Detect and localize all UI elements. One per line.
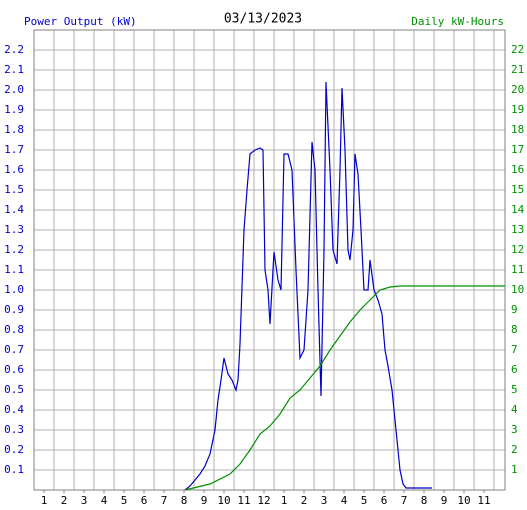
y-tick-label: 1.4: [4, 203, 24, 216]
y2-tick-label: 15: [511, 183, 524, 196]
y2-tick-label: 21: [511, 63, 524, 76]
y2-tick-label: 11: [511, 263, 524, 276]
x-tick-label: 4: [341, 494, 348, 507]
y-tick-label: 1.6: [4, 163, 24, 176]
x-tick-label: 6: [141, 494, 148, 507]
x-tick-label: 1: [41, 494, 48, 507]
x-tick-label: 6: [381, 494, 388, 507]
y-tick-label: 0.4: [4, 403, 24, 416]
y-tick-label: 1.1: [4, 263, 24, 276]
y-tick-label: 1.0: [4, 283, 24, 296]
y-tick-label: 0.9: [4, 303, 24, 316]
y-tick-label: 2.0: [4, 83, 24, 96]
data-line: [184, 81, 432, 491]
y-tick-label: 1.9: [4, 103, 24, 116]
y-tick-label: 0.7: [4, 343, 24, 356]
y2-tick-label: 20: [511, 83, 524, 96]
y-tick-label: 1.3: [4, 223, 24, 236]
x-tick-label: 3: [81, 494, 88, 507]
y2-tick-label: 9: [511, 303, 518, 316]
y2-tick-label: 13: [511, 223, 524, 236]
y2-tick-label: 10: [511, 283, 524, 296]
x-tick-label: 12: [257, 494, 270, 507]
y2-tick-label: 6: [511, 363, 518, 376]
x-tick-label: 7: [401, 494, 408, 507]
data-line: [184, 285, 505, 491]
y-tick-label: 0.6: [4, 363, 24, 376]
x-tick-label: 1: [281, 494, 288, 507]
y2-tick-label: 1: [511, 463, 518, 476]
x-tick-label: 2: [301, 494, 308, 507]
y-tick-label: 0.5: [4, 383, 24, 396]
y-tick-label: 1.8: [4, 123, 24, 136]
x-tick-label: 9: [441, 494, 448, 507]
y-tick-label: 0.8: [4, 323, 24, 336]
y2-tick-label: 19: [511, 103, 524, 116]
x-tick-label: 10: [457, 494, 470, 507]
y-tick-label: 2.1: [4, 63, 24, 76]
y2-tick-label: 7: [511, 343, 518, 356]
x-tick-label: 2: [61, 494, 68, 507]
y-axis-label: Power Output (kW): [24, 15, 137, 28]
y-tick-label: 1.5: [4, 183, 24, 196]
y2-tick-label: 5: [511, 383, 518, 396]
y2-axis-label: Daily kW-Hours: [411, 15, 504, 28]
y2-tick-label: 2: [511, 443, 518, 456]
x-tick-label: 11: [477, 494, 490, 507]
y2-tick-label: 8: [511, 323, 518, 336]
y-tick-label: 0.3: [4, 423, 24, 436]
y2-tick-label: 12: [511, 243, 524, 256]
x-tick-label: 4: [101, 494, 108, 507]
y-tick-label: 0.1: [4, 463, 24, 476]
y2-tick-label: 14: [511, 203, 525, 216]
y2-tick-label: 18: [511, 123, 524, 136]
y2-tick-label: 3: [511, 423, 518, 436]
y2-tick-label: 16: [511, 163, 524, 176]
x-tick-label: 5: [361, 494, 368, 507]
y-tick-label: 1.7: [4, 143, 24, 156]
y-tick-label: 2.2: [4, 43, 24, 56]
y2-tick-label: 17: [511, 143, 524, 156]
x-tick-label: 11: [237, 494, 250, 507]
y2-tick-label: 4: [511, 403, 518, 416]
plot-frame: [33, 29, 506, 491]
x-tick-label: 5: [121, 494, 128, 507]
x-tick-label: 10: [217, 494, 230, 507]
y-tick-label: 1.2: [4, 243, 24, 256]
y-tick-label: 0.2: [4, 443, 24, 456]
x-tick-label: 7: [161, 494, 168, 507]
x-tick-label: 9: [201, 494, 208, 507]
x-tick-label: 8: [421, 494, 428, 507]
chart-title: 03/13/2023: [224, 12, 302, 27]
x-tick-label: 8: [181, 494, 188, 507]
x-tick-label: 3: [321, 494, 328, 507]
y2-tick-label: 22: [511, 43, 524, 56]
